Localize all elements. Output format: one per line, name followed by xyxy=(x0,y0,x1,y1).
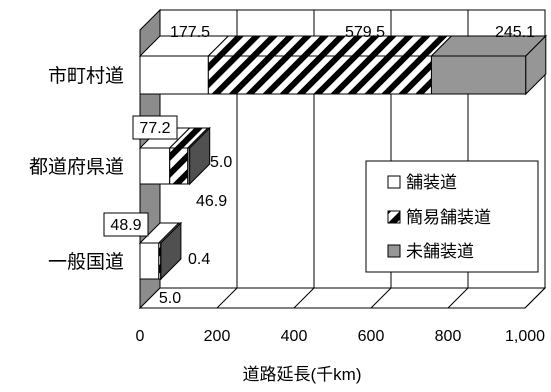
bar-segment xyxy=(169,147,189,185)
category-label: 市町村道 xyxy=(48,65,124,87)
x-axis-ticks: 0 200 400 600 800 1,000 xyxy=(136,328,546,345)
bar-segment xyxy=(430,55,527,95)
gridline xyxy=(216,10,238,309)
data-label-box xyxy=(132,115,178,140)
gridline xyxy=(524,10,546,309)
category-label: 一般国道 xyxy=(48,251,124,273)
x-axis-label: 道路延長(千km) xyxy=(243,365,362,384)
data-label: 245.1 xyxy=(495,24,535,41)
legend: 舗装道 簡易舗装道 未舗装道 xyxy=(365,160,539,273)
gridline xyxy=(293,10,315,309)
bar-segment-top xyxy=(207,35,453,57)
x-tick-label: 200 xyxy=(204,328,231,345)
data-label-box xyxy=(103,212,149,237)
x-tick-label: 600 xyxy=(358,328,385,345)
x-tick-label: 1,000 xyxy=(505,328,545,345)
gridlines xyxy=(216,10,546,309)
legend-label-unpaved: 未舗装道 xyxy=(406,242,474,261)
x-tick-label: 0 xyxy=(136,328,145,345)
data-label: 177.5 xyxy=(170,24,210,41)
x-tick-label: 800 xyxy=(435,328,462,345)
data-label: 579.5 xyxy=(345,24,385,41)
bar-end-face xyxy=(160,221,182,281)
data-label: 5.0 xyxy=(210,154,232,171)
data-label: 46.9 xyxy=(196,193,227,210)
legend-swatch-simple-paved xyxy=(387,210,401,224)
bar-end-face xyxy=(189,126,211,186)
bars xyxy=(138,34,548,281)
data-label: 0.4 xyxy=(188,251,210,268)
legend-swatch-unpaved xyxy=(387,244,401,258)
data-labels: 177.5 579.5 245.1 77.2 46.9 5.0 48.9 5.0 0.4 xyxy=(103,24,535,307)
data-label: 77.2 xyxy=(139,120,170,137)
category-label: 都道府県道 xyxy=(29,156,124,178)
legend-label-paved: 舗装道 xyxy=(406,173,457,192)
x-tick-label: 400 xyxy=(281,328,308,345)
legend-label-simple-paved: 簡易舗装道 xyxy=(406,208,491,227)
bar-segment xyxy=(139,55,209,95)
bar-end-face xyxy=(525,34,547,96)
gridline xyxy=(447,10,469,309)
bar-segment xyxy=(139,242,160,280)
bar-segment xyxy=(207,55,432,95)
bar-segment xyxy=(139,147,171,185)
gridline xyxy=(370,10,392,309)
floor xyxy=(138,287,547,309)
legend-swatch-paved xyxy=(387,175,401,189)
data-label: 5.0 xyxy=(159,290,181,307)
data-label: 48.9 xyxy=(110,217,141,234)
